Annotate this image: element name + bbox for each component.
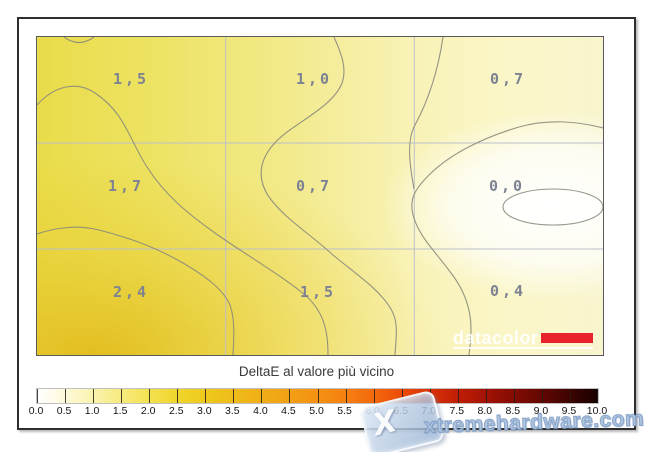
cell-value-top-left: 1,5 xyxy=(112,70,150,88)
cell-value-mid-left: 1,7 xyxy=(107,177,145,195)
colorbar-tick xyxy=(541,389,543,403)
plot-white-low-zone xyxy=(37,37,603,355)
colorbar-tick xyxy=(65,389,67,403)
colorbar-tick xyxy=(261,389,263,403)
colorbar-tick-label: 5.5 xyxy=(337,405,352,417)
cell-value-mid-center: 0,7 xyxy=(295,177,333,195)
x-badge-icon: X xyxy=(369,403,401,444)
colorbar-tick-label: 8.0 xyxy=(477,405,493,417)
cell-value-top-center: 1,0 xyxy=(295,70,333,88)
cell-value-bottom-right: 0,4 xyxy=(489,282,527,300)
colorbar-tick xyxy=(233,389,235,403)
colorbar-tick xyxy=(149,389,151,403)
colorbar-tick xyxy=(37,389,38,403)
colorbar-tick-label: 8.5 xyxy=(505,405,521,417)
colorbar-tick xyxy=(177,389,179,403)
grid-lines xyxy=(37,37,603,355)
deltae-contour-plot: 1,5 1,0 0,7 1,7 0,7 0,0 2,4 1,5 0,4 data… xyxy=(36,36,604,356)
contour-1_5 xyxy=(37,85,329,355)
colorbar-tick-label: 3.5 xyxy=(225,405,240,417)
colorbar-tick-label: 10.0 xyxy=(586,405,608,417)
colorbar-tick xyxy=(457,389,459,403)
contour-dip-topleft xyxy=(63,37,95,44)
colorbar-tick xyxy=(345,389,347,403)
colorbar-tick xyxy=(513,389,515,403)
colorbar-tick-label: 9.0 xyxy=(533,405,549,417)
colorbar-tick xyxy=(121,389,123,403)
colorbar-tick-label: 4.0 xyxy=(253,405,268,417)
colorbar-tick xyxy=(205,389,207,403)
colorbar-tick-label: 1.0 xyxy=(84,405,100,417)
colorbar-ticks xyxy=(37,389,598,403)
colorbar-tick xyxy=(317,389,319,403)
cell-value-bottom-left: 2,4 xyxy=(112,283,150,301)
uniformity-report-window: 1,5 1,0 0,7 1,7 0,7 0,0 2,4 1,5 0,4 data… xyxy=(17,17,636,430)
colorbar-tick xyxy=(485,389,487,403)
colorbar-tick-label: 3.0 xyxy=(196,405,212,417)
cell-value-top-right: 0,7 xyxy=(489,70,527,88)
colorbar-tick xyxy=(373,389,375,403)
contour-0_7-upper xyxy=(409,37,444,190)
colorbar-title: DeltaE al valore più vicino xyxy=(238,364,395,379)
colorbar-tick xyxy=(569,389,571,403)
colorbar-tick-label: 1.5 xyxy=(112,405,128,417)
colorbar-tick-label: 0.0 xyxy=(28,405,44,417)
colorbar-tick-label: 2.5 xyxy=(168,405,184,417)
colorbar-tick-label: 5.0 xyxy=(309,405,324,417)
colorbar-tick xyxy=(93,389,95,403)
colorbar-tick-label: 2.0 xyxy=(140,405,156,417)
colorbar xyxy=(36,388,599,404)
contour-map-canvas xyxy=(37,37,603,355)
colorbar-tick xyxy=(597,389,598,403)
contour-0_5 xyxy=(411,121,603,355)
datacolor-bar xyxy=(540,333,593,343)
cell-value-mid-right: 0,0 xyxy=(488,177,526,195)
colorbar-tick xyxy=(289,389,291,403)
colorbar-tick-label: 7.5 xyxy=(449,405,465,417)
contour-0_0-ellipse xyxy=(502,188,603,226)
cell-value-bottom-center: 1,5 xyxy=(299,283,337,301)
datacolor-logo: datacolor xyxy=(453,328,593,349)
colorbar-tick-label: 0.5 xyxy=(56,405,72,417)
contour-lines xyxy=(37,37,603,355)
contour-2_0 xyxy=(37,226,235,355)
colorbar-tick-label: 4.5 xyxy=(281,405,296,417)
colorbar-tick-label: 9.5 xyxy=(561,405,577,417)
contour-1_0 xyxy=(260,37,397,355)
datacolor-logo-text: datacolor xyxy=(453,328,539,348)
